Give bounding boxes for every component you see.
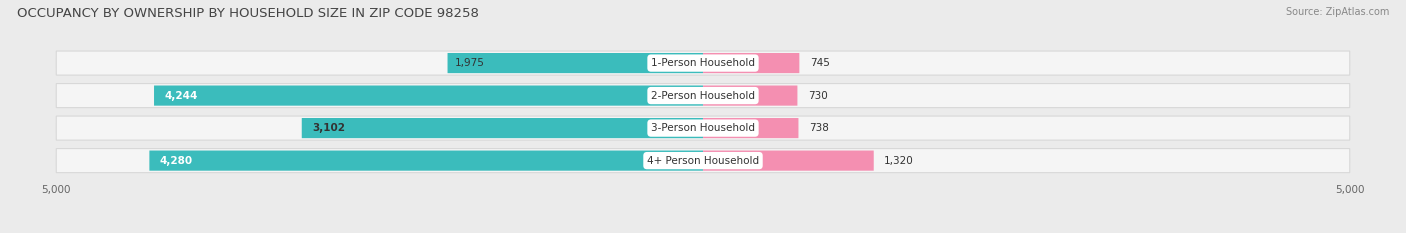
Text: 1,320: 1,320	[884, 156, 914, 166]
FancyBboxPatch shape	[703, 86, 797, 106]
FancyBboxPatch shape	[302, 118, 703, 138]
Text: 745: 745	[810, 58, 830, 68]
FancyBboxPatch shape	[447, 53, 703, 73]
Text: OCCUPANCY BY OWNERSHIP BY HOUSEHOLD SIZE IN ZIP CODE 98258: OCCUPANCY BY OWNERSHIP BY HOUSEHOLD SIZE…	[17, 7, 479, 20]
FancyBboxPatch shape	[703, 151, 873, 171]
FancyBboxPatch shape	[703, 53, 800, 73]
Text: 2-Person Household: 2-Person Household	[651, 91, 755, 101]
Text: 1,975: 1,975	[456, 58, 485, 68]
FancyBboxPatch shape	[56, 116, 1350, 140]
Text: 3,102: 3,102	[312, 123, 344, 133]
Text: 4,244: 4,244	[165, 91, 198, 101]
FancyBboxPatch shape	[703, 118, 799, 138]
FancyBboxPatch shape	[56, 149, 1350, 173]
Text: 738: 738	[808, 123, 828, 133]
Text: 1-Person Household: 1-Person Household	[651, 58, 755, 68]
FancyBboxPatch shape	[56, 84, 1350, 108]
Text: 4+ Person Household: 4+ Person Household	[647, 156, 759, 166]
FancyBboxPatch shape	[149, 151, 703, 171]
Text: 4,280: 4,280	[160, 156, 193, 166]
Text: Source: ZipAtlas.com: Source: ZipAtlas.com	[1285, 7, 1389, 17]
FancyBboxPatch shape	[155, 86, 703, 106]
Text: 3-Person Household: 3-Person Household	[651, 123, 755, 133]
Text: 730: 730	[808, 91, 828, 101]
FancyBboxPatch shape	[56, 51, 1350, 75]
